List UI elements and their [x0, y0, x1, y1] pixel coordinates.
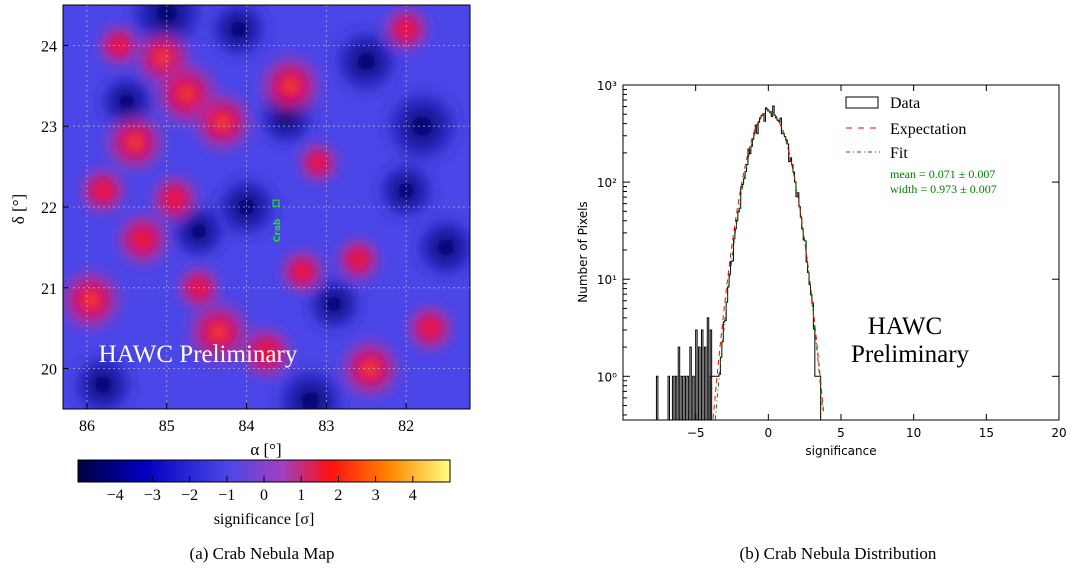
map-grid	[63, 5, 470, 409]
colorbar-tick-label: −4	[107, 487, 124, 504]
map-annotation: HAWC Preliminary	[99, 341, 298, 368]
data-outlier-bin	[674, 375, 678, 420]
map-x-tick-label: 84	[239, 418, 255, 435]
legend-data-swatch	[845, 96, 879, 109]
legend-fit-label: Fit	[890, 145, 908, 162]
map-hotspot	[111, 207, 175, 271]
caption-a: (a) Crab Nebula Map	[190, 544, 335, 563]
fit-width-text: width = 0.973 ± 0.007	[890, 182, 997, 196]
hist-y-tick-label: 10¹	[597, 273, 617, 287]
map-spots	[63, 5, 470, 409]
data-outlier-bin	[680, 375, 684, 420]
map-hotspot	[275, 245, 330, 299]
map-hotspot	[402, 300, 459, 357]
hist-y-label: Number of Pixels	[576, 201, 590, 302]
map-x-tick-label: 85	[159, 418, 175, 435]
map-hotspot-core	[282, 77, 299, 94]
colorbar-tick-label: −3	[144, 487, 161, 504]
map-x-label: α [°]	[250, 440, 281, 459]
data-outlier-bin	[703, 346, 707, 420]
map-hotspot	[74, 162, 131, 219]
hist-annotation-line1: HAWC	[868, 313, 942, 340]
hist-y-tick-label: 10²	[597, 176, 617, 190]
map-y-tick-label: 21	[41, 281, 57, 298]
hist-x-tick-label: 10	[906, 426, 921, 440]
map-y-tick-label: 24	[41, 38, 57, 55]
colorbar-tick-label: −2	[181, 487, 198, 504]
map-field	[63, 5, 470, 409]
data-outlier-bin	[671, 375, 675, 420]
map-coldspot	[379, 83, 465, 169]
hist-x-tick-label: 0	[765, 426, 773, 440]
map-hotspot-core	[178, 85, 195, 102]
map-x-tick-label: 86	[79, 418, 95, 435]
fit-mean-text: mean = 0.071 ± 0.007	[890, 167, 995, 181]
colorbar-label: significance [σ]	[214, 511, 315, 528]
map-coldspot	[410, 211, 470, 283]
map-x-tick-label: 82	[398, 418, 414, 435]
legend-data-label: Data	[890, 95, 920, 112]
map-hotspot-core	[126, 134, 143, 151]
map-hotspot-core	[214, 114, 231, 131]
crab-source-marker: Crab	[272, 199, 283, 242]
colorbar-tick-label: 1	[297, 487, 305, 504]
map-x-ticks: 86 85 84 83 82	[79, 403, 414, 435]
crab-label: Crab	[273, 218, 283, 242]
map-coldspot	[205, 5, 272, 63]
data-outlier-bin	[683, 375, 686, 420]
colorbar-tick-label: −1	[218, 487, 235, 504]
data-outlier-bin	[695, 329, 698, 420]
hist-x-tick-label: 20	[1051, 426, 1066, 440]
data-outlier-bin	[698, 346, 701, 420]
colorbar-tick-label: 0	[260, 487, 268, 504]
panel-b-histogram: −5 0 5 10 15 20 10⁰ 10¹ 10² 10³ significance Numb…	[576, 79, 1067, 563]
colorbar-tick-label: 4	[409, 487, 417, 504]
data-outlier-bin	[689, 346, 692, 420]
map-hotspot-core	[82, 291, 99, 308]
legend-expectation-label: Expectation	[890, 121, 966, 138]
map-y-tick-label: 22	[41, 200, 57, 217]
data-outlier-bin	[700, 329, 704, 420]
hist-legend: Data Expectation Fit mean = 0.071 ± 0.00…	[845, 95, 997, 196]
data-outlier-bin	[706, 317, 710, 420]
crab-square-icon	[272, 199, 280, 207]
caption-b: (b) Crab Nebula Distribution	[740, 544, 937, 563]
hist-frame	[622, 84, 1060, 421]
data-outlier-bin	[686, 375, 689, 420]
map-hotspot	[146, 170, 204, 228]
hist-x-tick-label: 5	[837, 426, 845, 440]
map-x-tick-label: 83	[318, 418, 334, 435]
data-outlier-bin	[667, 375, 671, 420]
data-outlier-bin	[655, 375, 659, 420]
map-y-tick-label: 23	[41, 119, 57, 136]
map-hotspot	[235, 321, 298, 384]
map-y-ticks: 20 21 22 23 24	[41, 38, 69, 379]
map-hotspot	[293, 138, 343, 188]
colorbar-tick-label: 2	[334, 487, 342, 504]
hist-y-tick-label: 10³	[597, 79, 617, 93]
map-hotspot-core	[362, 360, 379, 377]
map-y-label: δ [°]	[9, 194, 28, 224]
map-hotspot-core	[210, 324, 227, 341]
map-coldspot	[271, 361, 350, 409]
hist-series	[655, 105, 825, 420]
map-hotspot	[331, 232, 385, 287]
hist-y-tick-label: 10⁰	[597, 370, 617, 384]
data-outlier-bin	[692, 375, 695, 420]
map-y-tick-label: 20	[41, 362, 57, 379]
data-outlier-bin	[709, 329, 713, 420]
map-coldspot	[67, 349, 139, 409]
hist-annotation-line2: Preliminary	[851, 341, 970, 368]
hist-x-tick-label: −5	[687, 426, 705, 440]
data-outlier-bin	[677, 346, 681, 420]
hist-x-tick-label: 15	[979, 426, 994, 440]
colorbar-tick-label: 3	[372, 487, 380, 504]
hist-x-label: significance	[805, 444, 876, 458]
colorbar-ticks: −4 −3 −2 −1 0 1 2 3 4	[107, 476, 417, 504]
